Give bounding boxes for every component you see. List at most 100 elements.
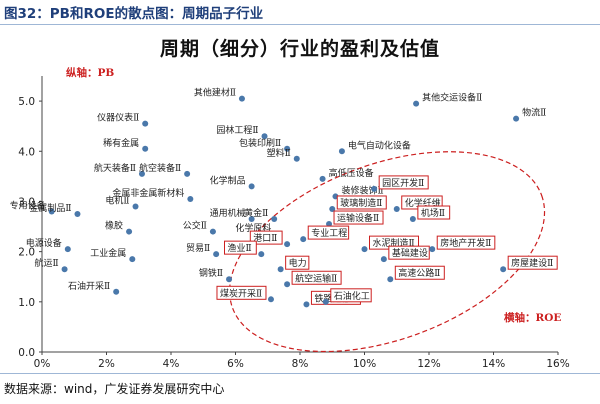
highlighted-point xyxy=(284,281,291,288)
point-label: 仪器仪表Ⅱ xyxy=(97,112,139,124)
y-tick-label: 5.0 xyxy=(18,96,35,108)
point-label: 金属制品Ⅱ xyxy=(29,202,71,214)
highlighted-point xyxy=(277,266,284,273)
data-point xyxy=(513,115,520,122)
highlighted-point xyxy=(258,251,265,258)
data-point xyxy=(184,170,191,177)
highlight-label-box xyxy=(436,235,496,250)
point-label: 航天装备Ⅱ xyxy=(94,162,136,174)
highlight-label-box xyxy=(507,255,558,270)
x-tick-label: 2% xyxy=(98,358,115,370)
point-label: 钢铁Ⅱ xyxy=(199,267,223,279)
highlighted-point xyxy=(387,276,394,283)
data-point xyxy=(248,216,255,223)
point-label: 其他建材Ⅱ xyxy=(194,87,236,99)
y-axis-caption: 纵轴：PB xyxy=(66,66,114,79)
highlight-label-box xyxy=(285,255,310,270)
point-label: 电机Ⅱ xyxy=(105,194,129,206)
x-tick-label: 14% xyxy=(482,358,505,370)
highlight-label: 运输设备Ⅱ xyxy=(337,212,379,224)
data-point xyxy=(74,211,81,217)
data-point xyxy=(338,148,345,155)
x-axis-caption: 横轴：ROE xyxy=(504,311,561,324)
point-label: 通用机械 xyxy=(210,207,246,219)
highlight-label-box xyxy=(249,230,283,245)
point-label: 化学制品 xyxy=(210,174,246,186)
highlight-label-box xyxy=(336,195,387,210)
point-label: 稀有金属 xyxy=(103,137,139,149)
highlight-label: 渔业Ⅱ xyxy=(228,243,252,254)
highlight-label: 专业工程 xyxy=(311,227,347,239)
highlight-label: 玻璃制造Ⅱ xyxy=(340,197,382,209)
point-label: 电源设备 xyxy=(26,237,62,249)
highlight-label: 高速公路Ⅱ xyxy=(398,267,440,279)
data-point xyxy=(238,95,245,102)
highlighted-point xyxy=(326,221,333,228)
highlight-label: 房地产开发Ⅱ xyxy=(440,237,491,249)
highlight-label-box xyxy=(333,210,384,225)
point-label: 金属非金属新材料 xyxy=(112,187,184,199)
data-point xyxy=(413,100,420,107)
highlighted-point xyxy=(393,205,400,212)
data-point xyxy=(293,155,300,162)
highlighted-point xyxy=(371,185,378,192)
data-point xyxy=(48,208,55,215)
x-tick-label: 0% xyxy=(34,358,51,370)
highlight-label: 房屋建设Ⅱ xyxy=(511,257,553,269)
data-point xyxy=(226,276,233,283)
data-point xyxy=(142,145,149,152)
highlight-label-box xyxy=(388,245,430,260)
source-note: 数据来源：wind，广发证券发展研究中心 xyxy=(4,382,225,396)
highlight-label-box xyxy=(291,270,342,285)
highlight-label-box xyxy=(330,288,372,303)
data-point xyxy=(209,228,216,235)
point-label: 航空装备Ⅱ xyxy=(139,162,181,174)
highlight-label-box xyxy=(394,265,445,280)
y-tick-label: 4.0 xyxy=(18,146,35,158)
y-tick-label: 3.0 xyxy=(18,196,35,208)
highlight-label: 电力 xyxy=(289,257,307,269)
point-label: 公交Ⅱ xyxy=(183,220,207,232)
highlighted-point xyxy=(267,296,274,303)
source-divider xyxy=(0,373,600,374)
data-point xyxy=(129,256,136,263)
x-tick-label: 6% xyxy=(227,358,244,370)
point-label: 专用设备 xyxy=(10,199,46,211)
data-point xyxy=(113,288,120,295)
y-tick-label: 1.0 xyxy=(18,297,35,309)
data-point xyxy=(138,170,145,177)
highlight-label-box xyxy=(378,175,429,190)
highlighted-point xyxy=(322,298,329,305)
point-label: 航运Ⅱ xyxy=(34,257,58,269)
y-tick-label: 2.0 xyxy=(18,247,35,259)
x-tick-label: 8% xyxy=(292,358,309,370)
highlight-label-box xyxy=(216,285,267,300)
highlight-label-box xyxy=(307,225,350,240)
figure-header: 图32：PB和ROE的散点图：周期品子行业 xyxy=(0,0,600,25)
highlight-label: 机场Ⅱ xyxy=(421,207,445,219)
point-label: 工业金属 xyxy=(90,247,126,259)
highlight-label-box xyxy=(417,205,451,220)
data-point xyxy=(187,195,194,202)
data-point xyxy=(126,228,133,235)
data-point xyxy=(61,266,68,273)
data-point xyxy=(132,203,139,210)
data-point xyxy=(261,133,268,140)
highlighted-point xyxy=(380,256,387,263)
highlight-label: 航空运输Ⅱ xyxy=(295,272,337,284)
point-label: 橡胶 xyxy=(105,220,123,232)
data-point xyxy=(142,120,149,127)
highlight-label: 煤炭开采Ⅱ xyxy=(220,287,262,299)
highlighted-point xyxy=(329,205,336,212)
data-point xyxy=(213,251,220,258)
x-tick-label: 16% xyxy=(546,358,569,370)
point-label: 物流Ⅱ xyxy=(522,107,546,119)
highlight-label-box xyxy=(224,240,257,255)
highlight-label: 港口Ⅱ xyxy=(253,232,277,244)
point-label: 园林工程Ⅱ xyxy=(216,124,258,136)
highlight-label: 园区开发Ⅱ xyxy=(382,177,424,189)
highlighted-point xyxy=(284,241,291,248)
highlighted-point xyxy=(361,246,368,253)
point-label: 装修装饰Ⅱ xyxy=(341,184,383,196)
data-point xyxy=(248,183,255,190)
